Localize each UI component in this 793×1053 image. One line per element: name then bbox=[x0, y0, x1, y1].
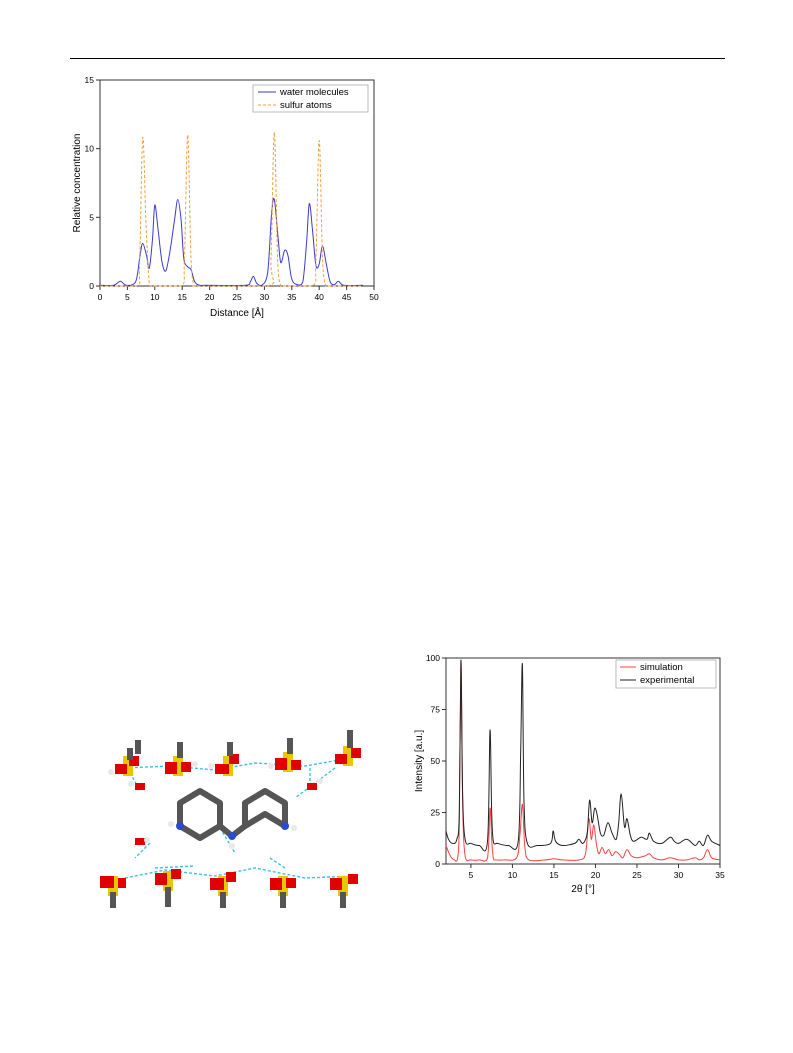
legend: water molecules sulfur atoms bbox=[252, 84, 369, 113]
series-line-0 bbox=[99, 198, 364, 287]
pxrd-figure: 5 10 15 20 25 30 35 0 25 50 75 100 Intensity [a.u.]… bbox=[410, 652, 730, 900]
y-tick-label: 50 bbox=[431, 756, 441, 766]
x-tick-label: 35 bbox=[715, 870, 725, 880]
legend-box bbox=[615, 659, 717, 689]
legend-box bbox=[252, 84, 369, 113]
plot-frame bbox=[445, 657, 721, 865]
molecular-structure-image bbox=[100, 730, 361, 910]
x-tick-label: 25 bbox=[632, 870, 642, 880]
legend: simulation experimental bbox=[615, 659, 717, 689]
legend-label-experimental: experimental bbox=[640, 675, 694, 686]
x-tick-label: 30 bbox=[260, 292, 270, 302]
x-tick-label: 30 bbox=[674, 870, 684, 880]
x-tick-label: 40 bbox=[314, 292, 324, 302]
y-axis-title: Intensity [a.u.] bbox=[414, 730, 425, 792]
y-tick-label: 100 bbox=[426, 653, 440, 663]
axis-ticks: 5 10 15 20 25 30 35 0 25 50 75 100 bbox=[426, 653, 725, 880]
series-lines bbox=[99, 131, 364, 287]
x-tick-label: 5 bbox=[469, 870, 474, 880]
series-lines bbox=[445, 659, 721, 862]
sulfonate-row-bottom bbox=[100, 837, 358, 910]
y-tick-label: 0 bbox=[89, 281, 94, 291]
x-tick-label: 15 bbox=[177, 292, 187, 302]
x-tick-label: 45 bbox=[342, 292, 352, 302]
y-tick-label: 25 bbox=[431, 808, 441, 818]
x-tick-label: 50 bbox=[369, 292, 379, 302]
legend-label-simulation: simulation bbox=[640, 662, 683, 673]
x-tick-label: 0 bbox=[98, 292, 103, 302]
x-tick-label: 20 bbox=[591, 870, 601, 880]
y-tick-label: 75 bbox=[431, 705, 441, 715]
y-tick-label: 0 bbox=[435, 859, 440, 869]
x-axis-title: 2θ [°] bbox=[571, 884, 595, 895]
x-tick-label: 10 bbox=[150, 292, 160, 302]
density-profile-chart: 0 5 10 15 20 25 30 35 40 45 50 0 5 10 15 Relative conc… bbox=[72, 75, 379, 319]
x-tick-label: 15 bbox=[549, 870, 559, 880]
series-line-1 bbox=[100, 131, 363, 287]
axis-ticks: 0 5 10 15 20 25 30 35 40 45 50 0 5 10 15 bbox=[85, 75, 379, 302]
series-line-1 bbox=[445, 659, 721, 852]
crystal-structure-figure bbox=[95, 728, 375, 910]
y-axis-title: Relative concentration bbox=[72, 134, 83, 233]
y-tick-label: 10 bbox=[85, 144, 95, 154]
x-tick-label: 5 bbox=[125, 292, 130, 302]
x-tick-label: 20 bbox=[205, 292, 215, 302]
series-line-0 bbox=[445, 661, 721, 862]
x-tick-label: 25 bbox=[232, 292, 242, 302]
x-tick-label: 10 bbox=[508, 870, 518, 880]
hydrogen-bonds bbox=[124, 757, 356, 879]
pxrd-chart: 5 10 15 20 25 30 35 0 25 50 75 100 Intensity [a.u.]… bbox=[414, 653, 725, 895]
y-tick-label: 15 bbox=[85, 75, 95, 85]
x-axis-title: Distance [Å] bbox=[210, 306, 264, 319]
y-tick-label: 5 bbox=[89, 212, 94, 222]
x-tick-label: 35 bbox=[287, 292, 297, 302]
page-header-rule bbox=[70, 58, 725, 59]
sulfonate-row-top bbox=[108, 730, 361, 790]
legend-label-water: water molecules bbox=[279, 87, 349, 98]
density-profile-figure: 0 5 10 15 20 25 30 35 40 45 50 0 5 10 15 Relative conc… bbox=[70, 74, 382, 322]
legend-label-sulfur: sulfur atoms bbox=[280, 100, 332, 111]
dipyridylamine-molecule bbox=[177, 788, 288, 841]
